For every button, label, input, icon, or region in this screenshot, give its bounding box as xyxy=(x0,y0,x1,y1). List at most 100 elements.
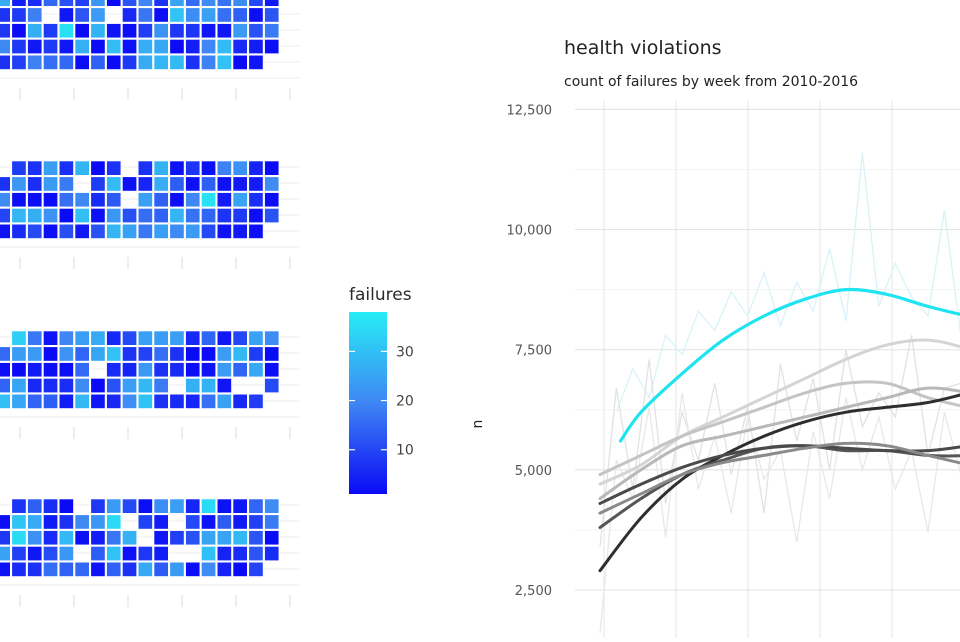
heatmap-cell xyxy=(249,347,263,361)
heatmap-cell xyxy=(170,24,184,38)
heatmap-cell xyxy=(138,546,152,560)
heatmap-cell xyxy=(217,24,231,38)
heatmap-cell xyxy=(0,55,10,69)
heatmap-cell xyxy=(186,24,200,38)
heatmap-cell xyxy=(43,363,57,377)
heatmap-cell xyxy=(75,347,89,361)
heatmap-cell xyxy=(186,177,200,191)
heatmap-cell xyxy=(75,8,89,22)
heatmap-cell xyxy=(91,161,105,175)
heatmap-cell xyxy=(186,39,200,53)
heatmap-cell xyxy=(12,363,26,377)
heatmap-cell xyxy=(154,193,168,207)
heatmap-cell xyxy=(265,177,279,191)
y-tick-label: 10,000 xyxy=(507,224,553,239)
heatmap-cell xyxy=(91,531,105,545)
heatmap-cell xyxy=(154,531,168,545)
heatmap-cell xyxy=(91,177,105,191)
heatmap-cell xyxy=(43,224,57,238)
heatmap-cell xyxy=(75,224,89,238)
heatmap-cell xyxy=(249,0,263,6)
heatmap-cell xyxy=(0,193,10,207)
heatmap-cell xyxy=(233,208,247,222)
heatmap-cell xyxy=(75,378,89,392)
heatmap-cell xyxy=(59,347,73,361)
heatmap-cell xyxy=(186,55,200,69)
heatmap-cell xyxy=(91,208,105,222)
heatmap-cell xyxy=(28,363,42,377)
heatmap-cell xyxy=(233,224,247,238)
y-tick-label: 2,500 xyxy=(515,584,552,599)
heatmap-cell xyxy=(265,8,279,22)
chart-title: health violations xyxy=(564,37,722,59)
heatmap-cell xyxy=(265,347,279,361)
heatmap-cell xyxy=(186,499,200,513)
heatmap-cell xyxy=(107,363,121,377)
legend-colorbar xyxy=(349,312,387,494)
heatmap-cell xyxy=(233,55,247,69)
heatmap-cell xyxy=(0,363,10,377)
heatmap-cell xyxy=(122,562,136,576)
heatmap-cell xyxy=(59,0,73,6)
heatmap-cell xyxy=(138,347,152,361)
heatmap-cell xyxy=(154,161,168,175)
heatmap-cell xyxy=(154,208,168,222)
chart-subtitle: count of failures by week from 2010-2016 xyxy=(564,74,858,90)
heatmap-cell xyxy=(28,177,42,191)
heatmap-cell xyxy=(28,394,42,408)
heatmap-cell xyxy=(0,0,10,6)
heatmap-cell xyxy=(28,531,42,545)
heatmap-cell xyxy=(59,331,73,345)
heatmap-cell xyxy=(217,499,231,513)
heatmap-cell xyxy=(0,347,10,361)
heatmap-cell xyxy=(217,161,231,175)
heatmap-cell xyxy=(91,394,105,408)
heatmap-cell xyxy=(43,562,57,576)
heatmap-cell xyxy=(249,531,263,545)
heatmap-cell xyxy=(217,347,231,361)
heatmap-cell xyxy=(265,499,279,513)
heatmap-cell xyxy=(91,193,105,207)
heatmap-cell xyxy=(217,8,231,22)
heatmap-cell xyxy=(91,224,105,238)
heatmap-cell xyxy=(138,161,152,175)
heatmap-cell xyxy=(186,331,200,345)
heatmap-cell xyxy=(201,39,215,53)
heatmap-cell xyxy=(265,331,279,345)
heatmap-cell xyxy=(28,193,42,207)
heatmap-cell xyxy=(59,161,73,175)
heatmap-cell xyxy=(265,531,279,545)
heatmap-cell xyxy=(170,531,184,545)
heatmap-cell xyxy=(122,8,136,22)
heatmap-cell xyxy=(12,0,26,6)
heatmap-cell xyxy=(233,531,247,545)
heatmap-cell xyxy=(107,347,121,361)
heatmap-cell xyxy=(28,161,42,175)
heatmap-cell xyxy=(138,394,152,408)
heatmap-cell xyxy=(59,546,73,560)
heatmap-cell xyxy=(217,378,231,392)
heatmap-cell xyxy=(12,394,26,408)
heatmap-cell xyxy=(107,562,121,576)
legend-tick-label: 20 xyxy=(396,394,414,410)
y-tick-label: 5,000 xyxy=(515,464,552,479)
heatmap-cell xyxy=(154,347,168,361)
heatmap-cell xyxy=(0,177,10,191)
heatmap-cell xyxy=(233,331,247,345)
heatmap-cell xyxy=(265,24,279,38)
heatmap-cell xyxy=(217,55,231,69)
heatmap-cell xyxy=(59,562,73,576)
heatmap-cell xyxy=(91,499,105,513)
heatmap-cell xyxy=(170,208,184,222)
heatmap-cell xyxy=(107,39,121,53)
heatmap-cell xyxy=(154,515,168,529)
heatmap-cell xyxy=(75,208,89,222)
heatmap-cell xyxy=(91,55,105,69)
heatmap-cell xyxy=(249,8,263,22)
heatmap-cell xyxy=(138,499,152,513)
heatmap-cell xyxy=(28,546,42,560)
heatmap-cell xyxy=(249,193,263,207)
heatmap-cell xyxy=(122,0,136,6)
heatmap-cell xyxy=(0,378,10,392)
